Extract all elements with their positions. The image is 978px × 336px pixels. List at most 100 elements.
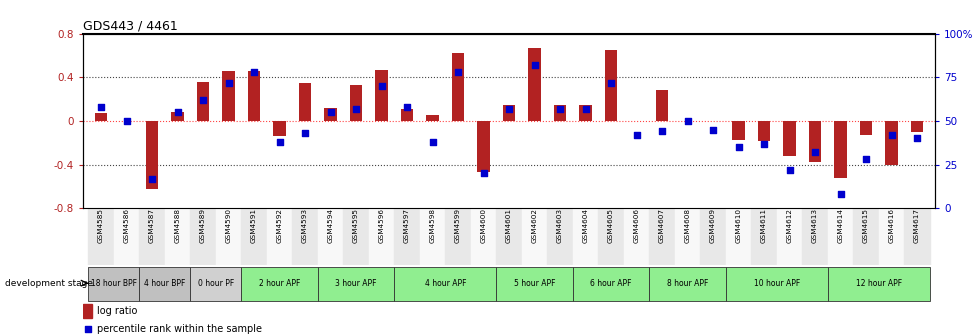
Bar	[375, 70, 387, 121]
Text: GSM4586: GSM4586	[123, 208, 129, 243]
Text: GSM4612: GSM4612	[785, 208, 792, 243]
Bar	[878, 208, 904, 265]
Bar	[190, 208, 215, 265]
Text: 4 hour APF: 4 hour APF	[424, 279, 466, 288]
Bar	[554, 104, 566, 121]
Bar	[476, 121, 489, 172]
Bar	[802, 208, 827, 265]
Text: GSM4616: GSM4616	[888, 208, 894, 243]
Bar	[215, 208, 241, 265]
Bar	[884, 121, 897, 165]
Text: GSM4593: GSM4593	[302, 208, 308, 243]
Bar	[139, 267, 190, 300]
Bar	[648, 267, 725, 300]
Point	[526, 62, 542, 68]
Bar	[190, 267, 241, 300]
Bar	[833, 121, 846, 178]
Text: GSM4610: GSM4610	[734, 208, 740, 243]
Bar	[808, 121, 821, 163]
Point	[220, 80, 236, 85]
Bar	[318, 267, 394, 300]
Point	[577, 106, 593, 112]
Bar	[400, 109, 413, 121]
Bar	[732, 121, 744, 139]
Text: GSM4587: GSM4587	[149, 208, 155, 243]
Bar	[470, 208, 496, 265]
Point	[858, 157, 873, 162]
Point	[374, 83, 389, 89]
Text: 6 hour APF: 6 hour APF	[590, 279, 631, 288]
Point	[807, 150, 822, 155]
Bar	[521, 208, 547, 265]
Bar	[572, 208, 598, 265]
Bar	[496, 208, 521, 265]
Point	[552, 106, 567, 112]
Text: GDS443 / 4461: GDS443 / 4461	[83, 19, 178, 33]
Text: GSM4606: GSM4606	[633, 208, 639, 243]
Text: GSM4601: GSM4601	[506, 208, 511, 243]
Text: GSM4592: GSM4592	[277, 208, 283, 243]
Text: GSM4617: GSM4617	[913, 208, 919, 243]
Point	[323, 110, 338, 115]
Bar	[349, 85, 362, 121]
Text: 18 hour BPF: 18 hour BPF	[91, 279, 137, 288]
Bar	[95, 113, 108, 121]
Point	[399, 104, 415, 110]
Point	[679, 118, 694, 124]
Text: GSM4599: GSM4599	[455, 208, 461, 243]
Point	[832, 192, 848, 197]
Text: percentile rank within the sample: percentile rank within the sample	[97, 324, 262, 334]
Point	[909, 136, 924, 141]
Bar	[171, 112, 184, 121]
Text: 4 hour BPF: 4 hour BPF	[144, 279, 185, 288]
Bar	[146, 121, 158, 189]
Text: GSM4598: GSM4598	[429, 208, 435, 243]
Bar	[674, 208, 699, 265]
Point	[602, 80, 618, 85]
Bar	[267, 208, 292, 265]
Text: log ratio: log ratio	[97, 306, 137, 316]
Text: GSM4613: GSM4613	[812, 208, 818, 243]
Text: GSM4590: GSM4590	[225, 208, 232, 243]
Point	[93, 104, 109, 110]
Point	[348, 106, 364, 112]
Bar	[318, 208, 343, 265]
Text: 8 hour APF: 8 hour APF	[666, 279, 707, 288]
Bar	[496, 267, 572, 300]
Bar	[623, 208, 648, 265]
Text: GSM4588: GSM4588	[174, 208, 180, 243]
Text: 12 hour APF: 12 hour APF	[855, 279, 901, 288]
Point	[450, 69, 466, 75]
Bar	[298, 83, 311, 121]
Bar	[222, 71, 235, 121]
Bar	[777, 208, 802, 265]
Bar	[113, 208, 139, 265]
Bar	[725, 267, 827, 300]
Point	[628, 132, 644, 138]
Point	[475, 171, 491, 176]
Text: GSM4594: GSM4594	[328, 208, 333, 243]
Bar	[859, 121, 871, 135]
Bar	[420, 208, 445, 265]
Point	[424, 139, 440, 144]
Point	[169, 110, 185, 115]
Text: GSM4589: GSM4589	[200, 208, 205, 243]
Point	[653, 129, 669, 134]
Text: GSM4596: GSM4596	[378, 208, 384, 243]
Text: GSM4608: GSM4608	[684, 208, 689, 243]
Bar	[547, 208, 572, 265]
Point	[730, 144, 745, 150]
Bar	[273, 121, 286, 136]
Text: GSM4595: GSM4595	[353, 208, 359, 243]
Bar	[88, 267, 139, 300]
Text: 3 hour APF: 3 hour APF	[335, 279, 377, 288]
Bar	[164, 208, 190, 265]
Text: GSM4609: GSM4609	[709, 208, 715, 243]
Text: 10 hour APF: 10 hour APF	[753, 279, 799, 288]
Text: development stage: development stage	[5, 280, 93, 288]
Bar	[910, 121, 922, 132]
Point	[144, 176, 159, 181]
Bar	[604, 50, 617, 121]
Bar	[425, 116, 438, 121]
Bar	[528, 48, 541, 121]
